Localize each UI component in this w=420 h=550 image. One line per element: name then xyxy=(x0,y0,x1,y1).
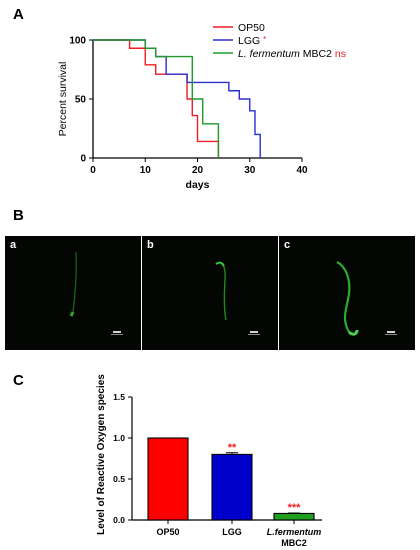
x-tick-label: 0 xyxy=(90,165,96,176)
scale-bar-caption xyxy=(248,334,260,335)
panel-label-b: B xyxy=(13,207,24,224)
micrograph-label-a: a xyxy=(10,239,17,251)
scale-bar-caption xyxy=(385,334,397,335)
y-tick-label: 0.0 xyxy=(113,515,125,525)
scale-bar xyxy=(387,331,395,333)
bar-1 xyxy=(211,453,253,521)
x-category-label: L.fermentum xyxy=(267,527,322,537)
micrograph-label-c: c xyxy=(284,239,291,251)
ros-bar-chart: 0.0 0.5 1.0 1.5 Level of Reactive Oxygen spe… xyxy=(96,374,322,548)
bar-2 xyxy=(273,512,315,521)
series-line-1 xyxy=(93,39,261,158)
scale-bar-caption xyxy=(111,334,123,335)
y-tick-label: 0.5 xyxy=(113,474,125,484)
panel-label-a: A xyxy=(13,6,24,23)
micrograph-c: c xyxy=(279,236,415,350)
x-category-label: OP50 xyxy=(156,527,179,537)
legend-entry: OP50 xyxy=(238,22,265,34)
micrograph-a: a xyxy=(5,236,141,350)
worm-fluorescence-b xyxy=(215,261,227,321)
legend-entry: LGG * xyxy=(238,35,266,47)
series-line-2 xyxy=(93,39,220,158)
x-axis-title: days xyxy=(186,179,210,191)
significance-mark: ** xyxy=(228,442,237,454)
micrograph-label-b: b xyxy=(147,239,154,251)
y-tick-label: 100 xyxy=(69,36,86,47)
significance-mark: *** xyxy=(288,502,302,514)
x-tick-label: 20 xyxy=(192,165,204,176)
y-tick-label: 50 xyxy=(75,95,87,106)
worm-fluorescence-a xyxy=(69,251,77,317)
y-axis-title: Percent survival xyxy=(57,62,69,137)
worm-fluorescence-c xyxy=(336,261,359,336)
x-tick-label: 40 xyxy=(296,165,308,176)
y-tick-label: 0 xyxy=(80,154,86,165)
x-category-label: MBC2 xyxy=(281,538,307,548)
legend-entry: L. fermentum MBC2 ns xyxy=(238,48,346,60)
x-tick-label: 30 xyxy=(244,165,256,176)
bar-0 xyxy=(147,437,189,521)
x-tick-label: 10 xyxy=(140,165,152,176)
y-axis-title: Level of Reactive Oxygen species xyxy=(96,374,107,535)
y-tick-label: 1.5 xyxy=(113,392,125,402)
y-tick-label: 1.0 xyxy=(113,433,125,443)
scale-bar xyxy=(250,331,258,333)
x-category-label: LGG xyxy=(222,527,242,537)
micrograph-b: b xyxy=(142,236,278,350)
panel-label-c: C xyxy=(13,372,24,389)
scale-bar xyxy=(113,331,121,333)
